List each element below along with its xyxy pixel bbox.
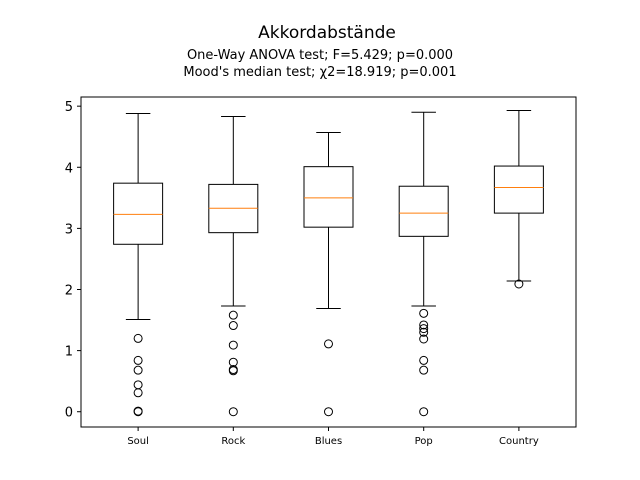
outlier-point (419, 365, 429, 375)
y-tick-label: 1 (65, 345, 73, 360)
outlier-point (419, 320, 429, 330)
outlier-point (133, 355, 143, 365)
outlier-point (133, 333, 143, 343)
chart-subtitle-mood: Mood's median test; χ2=18.919; p=0.001 (183, 65, 456, 80)
outlier-point (419, 324, 429, 334)
x-tick-label: Pop (415, 436, 433, 447)
outlier-point (133, 388, 143, 398)
x-tick-label: Country (499, 436, 539, 447)
y-tick-label: 3 (65, 222, 73, 237)
outlier-point (419, 334, 429, 344)
outlier-point (514, 279, 524, 289)
outlier-point (133, 380, 143, 390)
outlier-point (228, 321, 238, 331)
outlier-point (419, 308, 429, 318)
outlier-point (228, 366, 238, 376)
box-iqr (303, 166, 354, 228)
box-iqr (493, 165, 544, 214)
x-tick-label: Rock (221, 436, 245, 447)
plot-area: 0 1 2 3 4 5 Soul Rock Blues Pop Country (65, 96, 577, 447)
x-tick-label: Blues (315, 436, 342, 447)
outlier-point (133, 365, 143, 375)
outlier-point (133, 407, 143, 417)
outlier-point (228, 407, 238, 417)
outlier-point (228, 340, 238, 350)
chart-title: Akkordabstände (258, 23, 396, 43)
y-tick-label: 5 (65, 100, 73, 115)
outlier-point (419, 355, 429, 365)
box-iqr (113, 182, 164, 245)
chart-subtitle-anova: One-Way ANOVA test; F=5.429; p=0.000 (187, 48, 453, 63)
x-tick-label: Soul (127, 436, 149, 447)
outlier-point (419, 407, 429, 417)
outlier-point (419, 327, 429, 337)
outlier-point (324, 407, 333, 417)
y-tick-label: 0 (65, 406, 73, 421)
y-tick-label: 4 (65, 161, 73, 176)
y-tick-label: 2 (65, 284, 73, 299)
outlier-point (228, 310, 238, 320)
outlier-point (324, 339, 333, 349)
outlier-point (228, 357, 238, 367)
box-iqr (398, 185, 449, 237)
